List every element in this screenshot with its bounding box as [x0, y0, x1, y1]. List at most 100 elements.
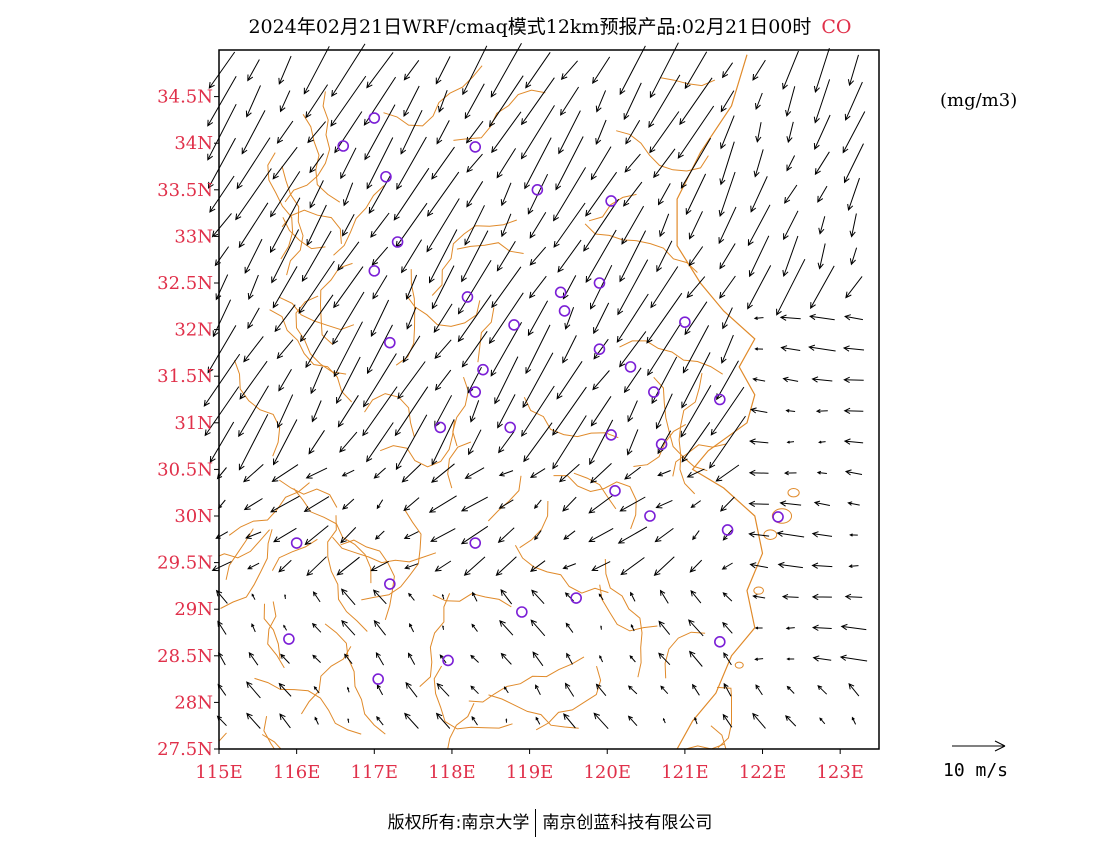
admin-boundary — [653, 376, 708, 472]
admin-boundary — [361, 509, 422, 601]
wind-arrow — [366, 52, 394, 89]
wind-arrow — [426, 171, 460, 217]
wind-arrow — [552, 386, 587, 436]
admin-boundary — [267, 152, 294, 260]
wind-arrow — [688, 246, 704, 267]
wind-arrow — [752, 59, 766, 81]
wind-arrow — [470, 685, 479, 695]
wind-arrow — [441, 593, 445, 600]
admin-boundary — [254, 677, 362, 735]
wind-arrow — [818, 216, 826, 235]
wind-arrow — [722, 621, 733, 634]
wind-arrow — [592, 56, 611, 85]
wind-arrow — [404, 712, 419, 729]
wind-arrow — [748, 469, 769, 477]
wind-arrow — [689, 650, 703, 667]
wind-arrow — [279, 90, 291, 113]
wind-arrow — [748, 531, 770, 538]
wind-arrow — [272, 266, 298, 309]
wind-arrow — [471, 623, 478, 632]
admin-boundary — [293, 488, 372, 584]
copyright-partner: 南京创蓝科技有限公司 — [542, 813, 713, 833]
admin-boundary — [220, 529, 273, 609]
wind-arrow — [313, 686, 320, 694]
wind-arrow — [472, 591, 478, 602]
wind-arrow — [847, 54, 859, 87]
wind-arrow — [598, 593, 604, 601]
wind-arrow — [341, 619, 356, 636]
wind-arrow — [588, 494, 614, 514]
y-tick-label: 33.5N — [157, 180, 213, 201]
wind-arrow — [619, 496, 646, 512]
admin-boundary — [281, 209, 342, 244]
admin-boundary — [672, 443, 727, 477]
wind-arrow — [848, 564, 859, 569]
station-marker — [593, 277, 606, 289]
admin-boundary — [340, 539, 395, 621]
wind-arrow — [344, 653, 353, 665]
wind-arrow — [400, 109, 423, 155]
y-tick-label: 29.5N — [157, 553, 213, 574]
wind-arrow — [677, 105, 715, 159]
wind-arrow — [657, 430, 672, 455]
wind-arrow — [336, 356, 361, 404]
wind-arrow — [842, 345, 865, 352]
wind-arrow — [430, 528, 456, 542]
wind-arrow — [811, 593, 832, 601]
wind-arrow — [464, 83, 485, 120]
wind-arrow — [782, 235, 799, 278]
wind-arrow — [750, 407, 768, 414]
wind-arrow — [340, 588, 356, 606]
wind-arrow — [655, 499, 673, 509]
wind-arrow — [617, 526, 648, 544]
wind-arrow — [337, 395, 359, 428]
station-marker — [624, 361, 637, 373]
wind-arrow — [817, 685, 828, 695]
wind-arrow — [719, 275, 736, 299]
province-boundaries — [218, 54, 800, 750]
wind-arrow — [843, 143, 864, 184]
wind-arrow — [370, 299, 390, 337]
copyright-owner: 版权所有:南京大学 — [387, 813, 530, 833]
wind-arrow — [623, 367, 642, 394]
wind-arrow — [556, 361, 583, 400]
x-tick-label: 122E — [739, 762, 787, 783]
wind-arrow — [245, 85, 261, 118]
admin-boundary — [553, 475, 637, 530]
admin-boundary — [452, 376, 469, 447]
station-marker — [384, 336, 396, 349]
wind-arrow — [531, 589, 545, 605]
wind-arrow — [849, 213, 857, 238]
wind-arrow — [720, 90, 735, 113]
wind-arrow — [588, 527, 614, 543]
admin-boundary — [295, 295, 347, 375]
wind-arrow — [720, 115, 735, 150]
wind-arrow — [376, 684, 384, 696]
admin-boundary — [664, 631, 706, 679]
wind-arrow — [617, 259, 649, 316]
wind-arrow — [651, 356, 678, 405]
admin-boundary — [364, 393, 415, 438]
wind-arrow — [842, 111, 866, 154]
station-marker — [570, 592, 582, 604]
wind-arrow — [497, 394, 516, 429]
y-tick-label: 32.5N — [157, 273, 213, 294]
wind-vector-field — [203, 42, 868, 730]
admin-boundary — [488, 694, 579, 729]
wind-arrow — [312, 591, 321, 603]
wind-arrow — [844, 469, 863, 476]
wind-arrow — [212, 299, 232, 338]
wind-arrow — [848, 683, 860, 697]
admin-boundary — [302, 114, 341, 203]
wind-arrow — [460, 496, 488, 512]
wind-arrow — [620, 557, 645, 576]
wind-arrow — [747, 204, 771, 247]
station-marker — [593, 343, 606, 355]
admin-boundary — [680, 725, 727, 750]
wind-arrow — [647, 322, 682, 377]
wind-arrow — [748, 500, 769, 508]
wind-arrow — [343, 182, 354, 207]
wind-arrow — [405, 681, 418, 698]
wind-arrow — [301, 230, 332, 282]
